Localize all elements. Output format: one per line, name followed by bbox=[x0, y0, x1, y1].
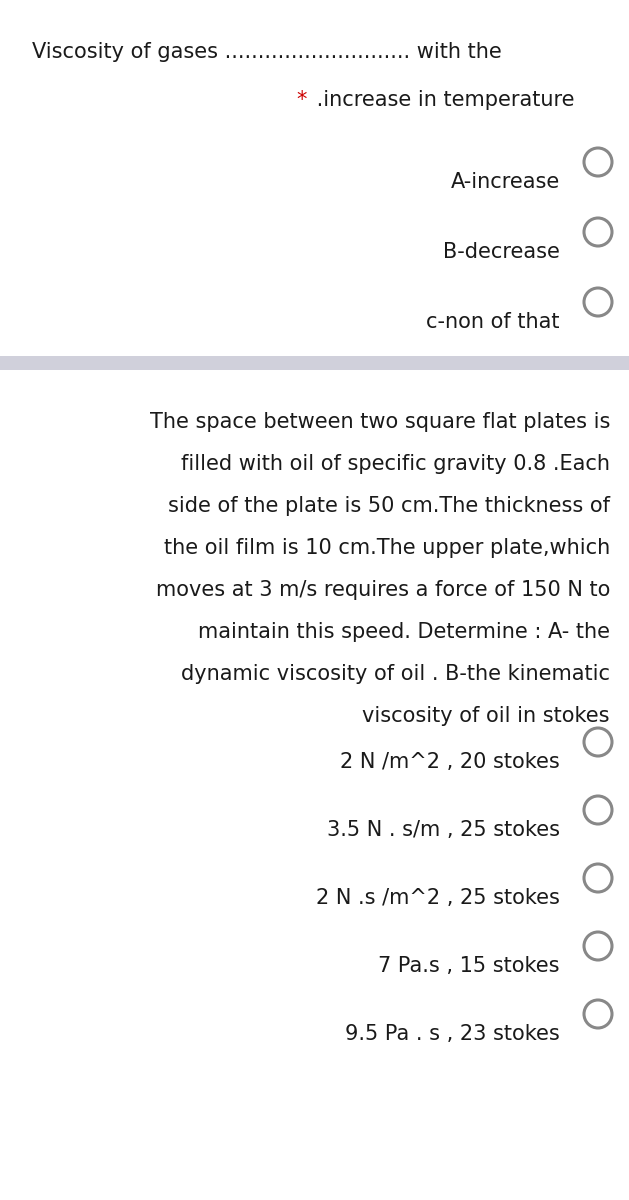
Text: 7 Pa.s , 15 stokes: 7 Pa.s , 15 stokes bbox=[379, 956, 560, 976]
Text: .increase in temperature: .increase in temperature bbox=[310, 90, 574, 110]
Text: 2 N .s /m^2 , 25 stokes: 2 N .s /m^2 , 25 stokes bbox=[316, 888, 560, 908]
Text: dynamic viscosity of oil . B-the kinematic: dynamic viscosity of oil . B-the kinemat… bbox=[181, 664, 610, 684]
Text: side of the plate is 50 cm.The thickness of: side of the plate is 50 cm.The thickness… bbox=[168, 496, 610, 516]
Text: A-increase: A-increase bbox=[451, 172, 560, 192]
Text: the oil film is 10 cm.The upper plate,which: the oil film is 10 cm.The upper plate,wh… bbox=[164, 538, 610, 558]
Text: The space between two square flat plates is: The space between two square flat plates… bbox=[150, 412, 610, 432]
Text: Viscosity of gases ............................ with the: Viscosity of gases .....................… bbox=[32, 42, 502, 62]
Text: maintain this speed. Determine : A- the: maintain this speed. Determine : A- the bbox=[198, 622, 610, 642]
Text: c-non of that: c-non of that bbox=[426, 312, 560, 332]
Text: moves at 3 m/s requires a force of 150 N to: moves at 3 m/s requires a force of 150 N… bbox=[155, 580, 610, 600]
Text: filled with oil of specific gravity 0.8 .Each: filled with oil of specific gravity 0.8 … bbox=[181, 454, 610, 474]
Text: *: * bbox=[296, 90, 306, 110]
Text: 9.5 Pa . s , 23 stokes: 9.5 Pa . s , 23 stokes bbox=[345, 1024, 560, 1044]
Text: 2 N /m^2 , 20 stokes: 2 N /m^2 , 20 stokes bbox=[340, 752, 560, 772]
Bar bbox=[0, 356, 629, 370]
Text: viscosity of oil in stokes: viscosity of oil in stokes bbox=[362, 706, 610, 726]
Text: B-decrease: B-decrease bbox=[443, 242, 560, 262]
Text: 3.5 N . s/m , 25 stokes: 3.5 N . s/m , 25 stokes bbox=[327, 820, 560, 840]
